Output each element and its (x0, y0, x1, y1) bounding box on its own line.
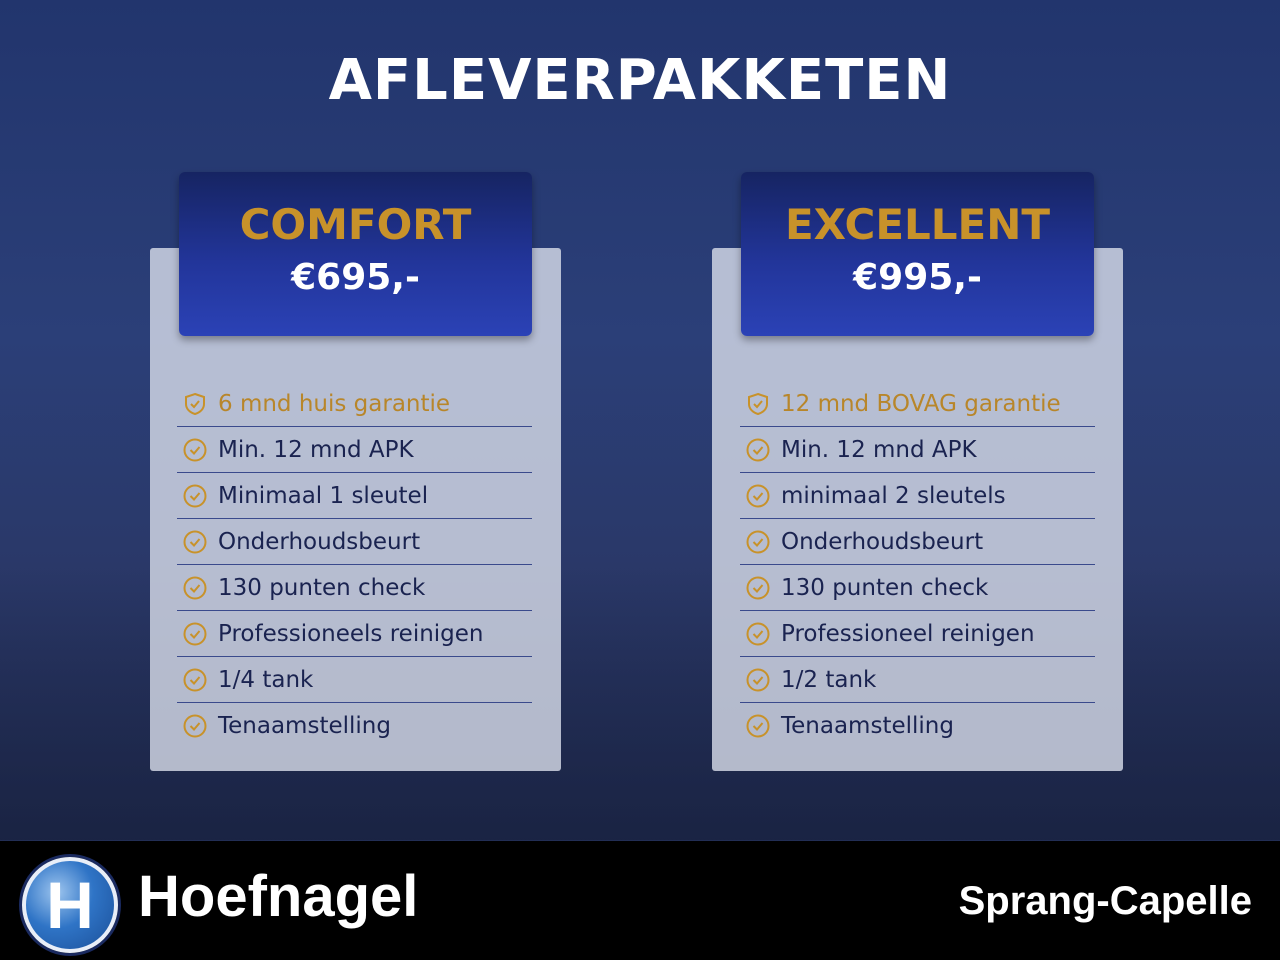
shield-check-icon (740, 391, 781, 417)
feature-label: Minimaal 1 sleutel (218, 482, 429, 509)
feature-item: Min. 12 mnd APK (177, 427, 532, 473)
feature-item: Tenaamstelling (740, 703, 1095, 748)
feature-label: Professioneel reinigen (781, 620, 1035, 647)
package-name: EXCELLENT (784, 200, 1051, 249)
package-name: COMFORT (239, 200, 472, 249)
check-circle-icon (740, 713, 781, 739)
feature-item: Tenaamstelling (177, 703, 532, 748)
feature-label: Onderhoudsbeurt (218, 528, 421, 555)
package-price: €995,- (853, 257, 982, 298)
feature-item: minimaal 2 sleutels (740, 473, 1095, 519)
feature-label: 12 mnd BOVAG garantie (781, 390, 1061, 417)
check-circle-icon (177, 621, 218, 647)
feature-label: 130 punten check (218, 574, 426, 601)
feature-label: Tenaamstelling (781, 712, 954, 739)
shield-check-icon (177, 391, 218, 417)
location: Sprang-Capelle (958, 879, 1252, 923)
check-circle-icon (740, 667, 781, 693)
feature-label: minimaal 2 sleutels (781, 482, 1006, 509)
feature-item: 1/4 tank (177, 657, 532, 703)
feature-item: 130 punten check (177, 565, 532, 611)
feature-item: 12 mnd BOVAG garantie (740, 381, 1095, 427)
feature-label: Onderhoudsbeurt (781, 528, 984, 555)
footer: H Hoefnagel Sprang-Capelle (0, 841, 1280, 960)
check-circle-icon (177, 667, 218, 693)
check-circle-icon (177, 575, 218, 601)
feature-item: Minimaal 1 sleutel (177, 473, 532, 519)
check-circle-icon (740, 529, 781, 555)
check-circle-icon (740, 437, 781, 463)
feature-item: Professioneels reinigen (177, 611, 532, 657)
feature-label: 6 mnd huis garantie (218, 390, 451, 417)
feature-list: 6 mnd huis garantie Min. 12 mnd APK Mini… (177, 381, 532, 748)
feature-label: 130 punten check (781, 574, 989, 601)
feature-list: 12 mnd BOVAG garantie Min. 12 mnd APK mi… (740, 381, 1095, 748)
check-circle-icon (740, 483, 781, 509)
package-header: COMFORT €695,- (179, 172, 532, 336)
feature-label: 1/2 tank (781, 666, 877, 693)
feature-label: Tenaamstelling (218, 712, 391, 739)
feature-item: Onderhoudsbeurt (740, 519, 1095, 565)
check-circle-icon (740, 621, 781, 647)
page-title: AFLEVERPAKKETEN (328, 48, 952, 113)
package-header: EXCELLENT €995,- (741, 172, 1094, 336)
check-circle-icon (740, 575, 781, 601)
feature-item: 1/2 tank (740, 657, 1095, 703)
feature-item: Min. 12 mnd APK (740, 427, 1095, 473)
feature-item: 130 punten check (740, 565, 1095, 611)
check-circle-icon (177, 713, 218, 739)
package-price: €695,- (291, 257, 420, 298)
feature-label: Min. 12 mnd APK (781, 436, 977, 463)
feature-item: 6 mnd huis garantie (177, 381, 532, 427)
feature-item: Onderhoudsbeurt (177, 519, 532, 565)
feature-item: Professioneel reinigen (740, 611, 1095, 657)
feature-label: Min. 12 mnd APK (218, 436, 414, 463)
hoefnagel-logo: H (22, 857, 118, 953)
check-circle-icon (177, 437, 218, 463)
feature-label: 1/4 tank (218, 666, 314, 693)
check-circle-icon (177, 529, 218, 555)
brand-name: Hoefnagel (138, 864, 419, 929)
check-circle-icon (177, 483, 218, 509)
feature-label: Professioneels reinigen (218, 620, 484, 647)
